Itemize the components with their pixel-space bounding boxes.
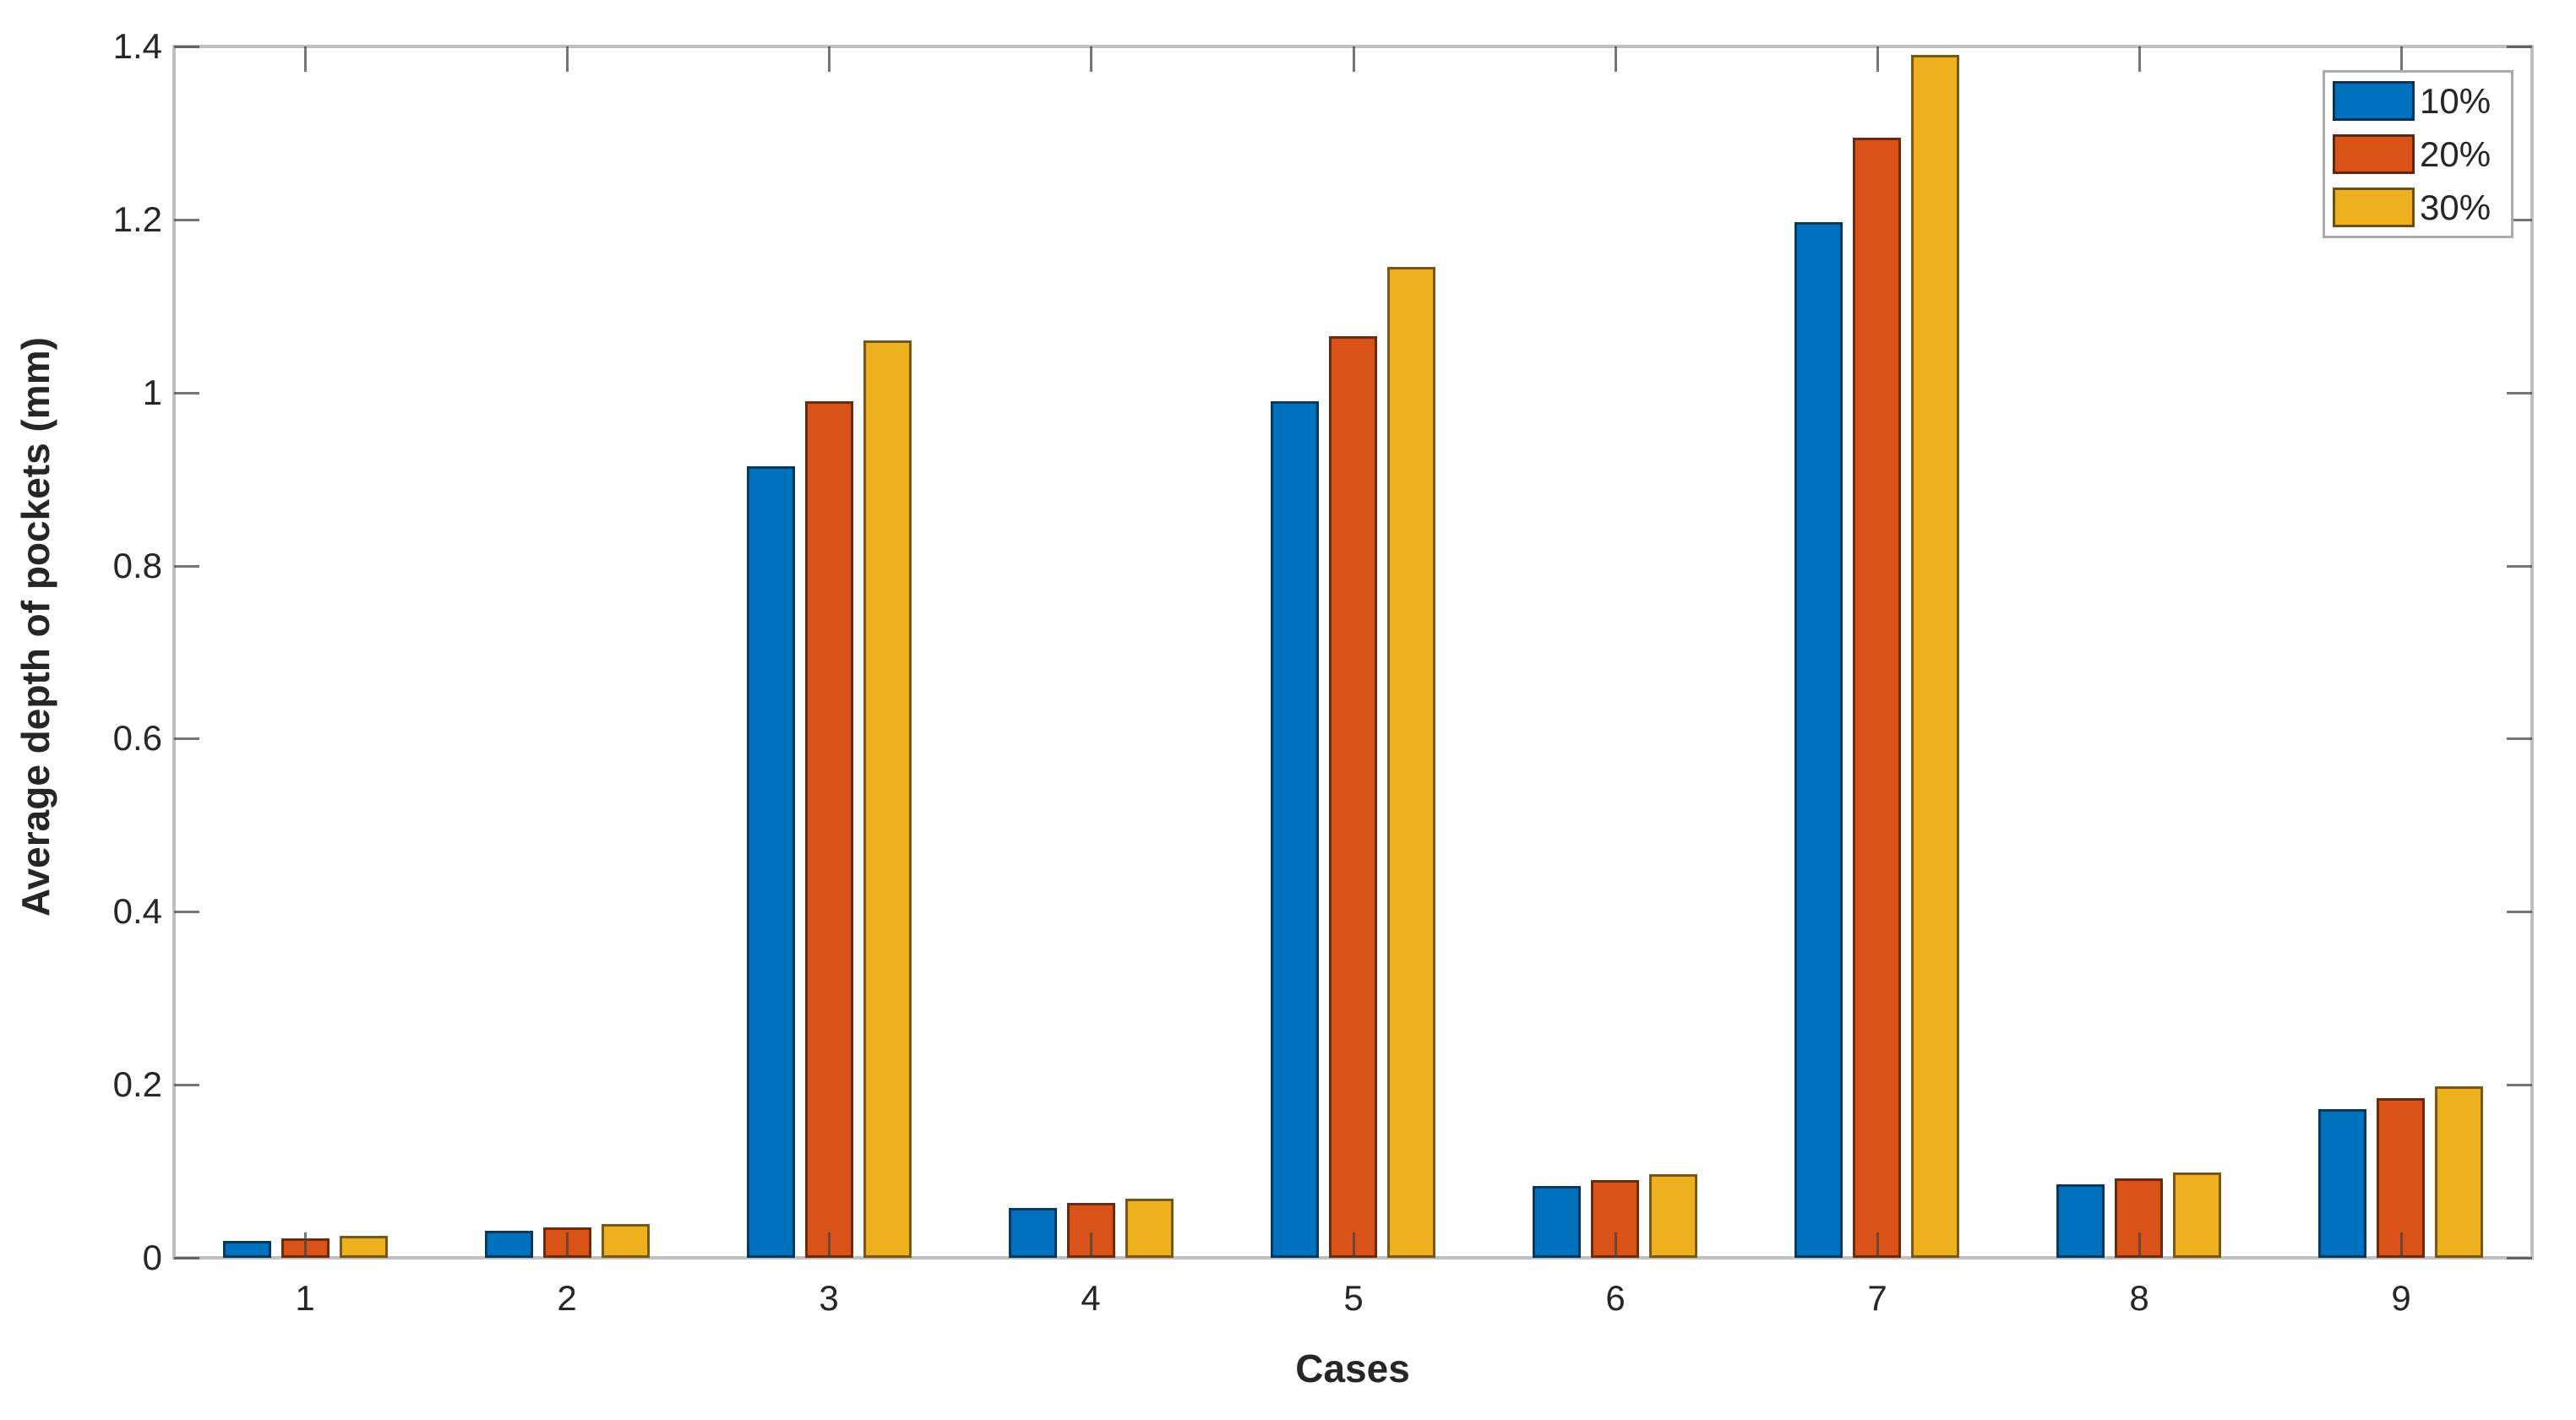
bar-case9-20pct (2377, 1098, 2425, 1258)
x-tick-top (1876, 46, 1879, 72)
bar-case3-10pct (747, 466, 795, 1258)
y-tick-right (2507, 564, 2532, 568)
x-tick (1089, 1232, 1092, 1258)
bar-case5-10pct (1271, 401, 1319, 1258)
y-tick (174, 218, 199, 221)
x-tick-top (2138, 46, 2141, 72)
y-tick-right (2507, 910, 2532, 913)
y-tick-right (2507, 391, 2532, 394)
legend-item: 30% (2325, 188, 2516, 241)
x-tick-label: 3 (819, 1278, 839, 1318)
x-tick-top (1089, 46, 1092, 72)
x-tick-label: 2 (557, 1278, 577, 1318)
x-tick (303, 1232, 307, 1258)
y-tick (174, 45, 199, 48)
bar-case7-20pct (1853, 138, 1901, 1258)
bar-case3-30pct (863, 340, 912, 1258)
bar-case3-20pct (805, 401, 853, 1258)
x-tick-label: 5 (1343, 1278, 1364, 1318)
bar-case8-30pct (2173, 1172, 2221, 1258)
bar-case9-30pct (2435, 1086, 2483, 1258)
y-axis-label: Average depth of pockets (mm) (14, 337, 57, 917)
y-tick-right (2507, 45, 2532, 48)
y-tick-label: 0.6 (112, 718, 162, 758)
bar-case9-10pct (2318, 1109, 2366, 1258)
y-tick-right (2507, 218, 2532, 221)
x-axis-label: Cases (1295, 1347, 1410, 1390)
bar-case6-30pct (1649, 1174, 1697, 1258)
bar-case6-10pct (1533, 1186, 1581, 1258)
y-tick-label: 0.8 (112, 546, 162, 585)
x-tick (565, 1232, 569, 1258)
bar-case7-30pct (1911, 55, 1959, 1258)
bar-case4-10pct (1009, 1208, 1057, 1258)
y-tick-label: 0.2 (112, 1064, 162, 1104)
y-tick (174, 737, 199, 740)
legend-label: 10% (2420, 81, 2492, 121)
x-tick (1876, 1232, 1879, 1258)
y-tick-label: 1 (142, 373, 162, 412)
bar-case7-10pct (1794, 222, 1843, 1258)
x-tick-label: 6 (1605, 1278, 1626, 1318)
x-tick (827, 1232, 831, 1258)
x-tick (1614, 1232, 1617, 1258)
x-tick (2399, 1232, 2403, 1258)
y-tick-right (2507, 1083, 2532, 1086)
y-tick (174, 1083, 199, 1086)
x-tick-label: 4 (1081, 1278, 1101, 1318)
bar-case8-10pct (2056, 1184, 2105, 1258)
x-tick-label: 9 (2391, 1278, 2411, 1318)
legend-label: 30% (2420, 188, 2492, 227)
x-tick-top (1614, 46, 1617, 72)
y-tick (174, 1256, 199, 1260)
x-tick-label: 7 (1867, 1278, 1887, 1318)
x-tick-label: 1 (295, 1278, 315, 1318)
legend-item: 20% (2325, 134, 2516, 188)
bar-case5-30pct (1387, 267, 1435, 1258)
bar-case2-30pct (602, 1224, 650, 1258)
legend: 10% 20% 30% (2323, 70, 2513, 238)
y-tick-right (2507, 737, 2532, 740)
y-tick (174, 391, 199, 394)
y-tick (174, 564, 199, 568)
bar-case2-10pct (485, 1231, 533, 1258)
x-tick (1352, 1232, 1355, 1258)
x-tick-top (827, 46, 831, 72)
x-tick-top (565, 46, 569, 72)
x-tick-top (2399, 46, 2403, 72)
bar-case5-20pct (1329, 336, 1377, 1258)
legend-item: 10% (2325, 81, 2516, 134)
bar-case4-30pct (1125, 1199, 1174, 1258)
y-tick (174, 910, 199, 913)
y-tick-right (2507, 1256, 2532, 1260)
x-tick-top (303, 46, 307, 72)
legend-swatch-10pct (2333, 81, 2415, 121)
x-tick-top (1352, 46, 1355, 72)
y-tick-label: 0 (142, 1238, 162, 1277)
legend-swatch-30pct (2333, 188, 2415, 227)
y-tick-label: 0.4 (112, 891, 162, 931)
legend-swatch-20pct (2333, 134, 2415, 174)
bar-case1-30pct (340, 1236, 388, 1258)
x-tick (2138, 1232, 2141, 1258)
bar-case1-10pct (223, 1241, 271, 1258)
x-tick-label: 8 (2129, 1278, 2149, 1318)
y-tick-label: 1.4 (112, 26, 162, 66)
legend-label: 20% (2420, 134, 2492, 174)
y-tick-label: 1.2 (112, 199, 162, 239)
